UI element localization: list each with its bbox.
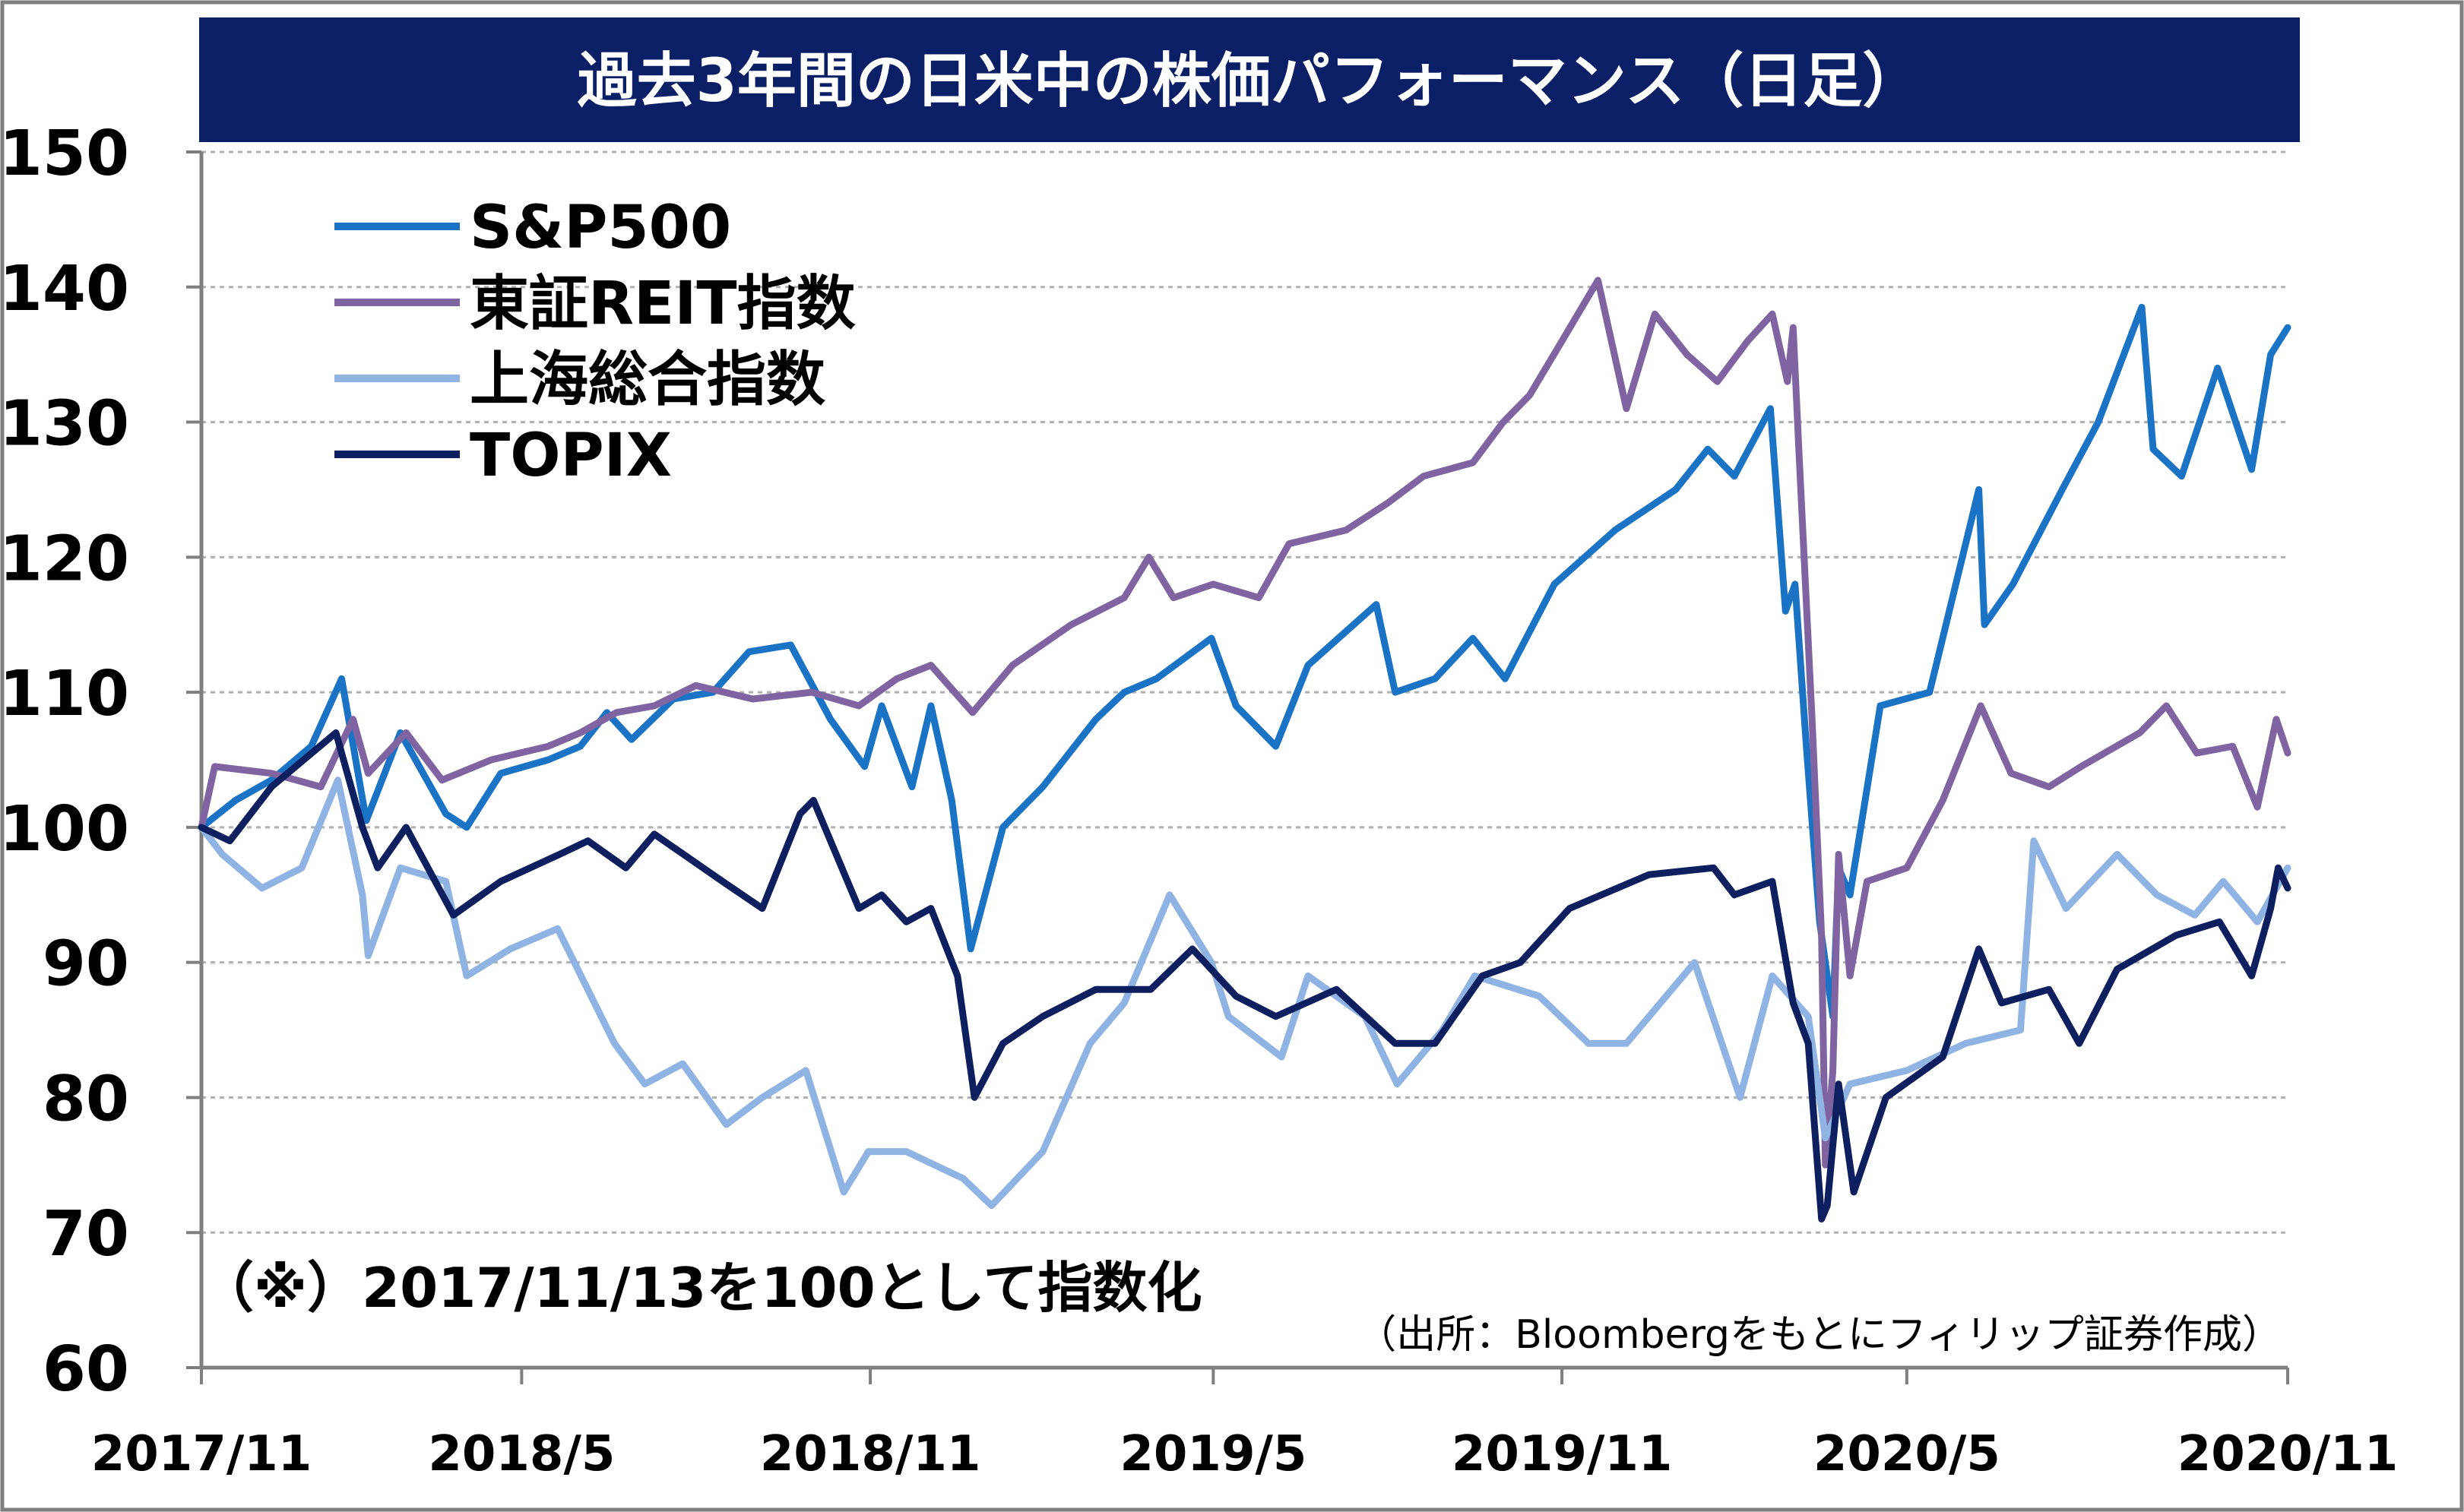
x-tick-label: 2018/11	[760, 1426, 981, 1482]
y-tick-label: 60	[43, 1333, 129, 1406]
y-tick-label: 130	[0, 388, 129, 460]
source-note: （出所：Bloombergをもとにフィリップ証券作成）	[1357, 1312, 2282, 1358]
y-tick-label: 70	[43, 1198, 129, 1270]
y-tick-label: 90	[43, 928, 129, 1001]
title-bar	[199, 17, 2300, 142]
x-axis-tick-labels: 2017/11 2018/5 2018/11 2019/5 2019/11 2020/5 2…	[91, 1426, 2399, 1482]
series-line--	[198, 777, 2291, 1210]
legend-label: S&P500	[470, 194, 731, 262]
series-line-s-p500	[198, 303, 2291, 1020]
index-note: （※）2017/11/13を100として指数化	[199, 1256, 1202, 1320]
axes	[186, 150, 2289, 1384]
x-tick-label: 2020/5	[1813, 1426, 2000, 1482]
y-axis-tick-labels: 150 140 130 120 110 100 90 80 70 60	[0, 118, 129, 1406]
x-tick-label: 2019/11	[1452, 1426, 1673, 1482]
chart-title: 過去3年間の日米中の株価パフォーマンス（日足）	[578, 47, 1922, 115]
legend-label: 上海総合指数	[470, 346, 825, 414]
y-tick-label: 120	[0, 523, 129, 595]
x-tick-label: 2017/11	[91, 1426, 312, 1482]
y-tick-label: 80	[43, 1063, 129, 1135]
gridlines	[201, 150, 2288, 1234]
y-tick-label: 100	[0, 793, 129, 865]
y-tick-label: 140	[0, 253, 129, 325]
legend-label: 東証REIT指数	[470, 270, 856, 338]
y-tick-label: 110	[0, 658, 129, 730]
y-tick-label: 150	[0, 118, 129, 190]
series-lines	[198, 277, 2291, 1223]
series-line--reit-	[198, 277, 2291, 1169]
legend-label: TOPIX	[470, 422, 672, 490]
x-tick-label: 2019/5	[1120, 1426, 1306, 1482]
x-tick-label: 2018/5	[428, 1426, 615, 1482]
series-line-topix	[198, 729, 2291, 1223]
x-tick-label: 2020/11	[2177, 1426, 2399, 1482]
